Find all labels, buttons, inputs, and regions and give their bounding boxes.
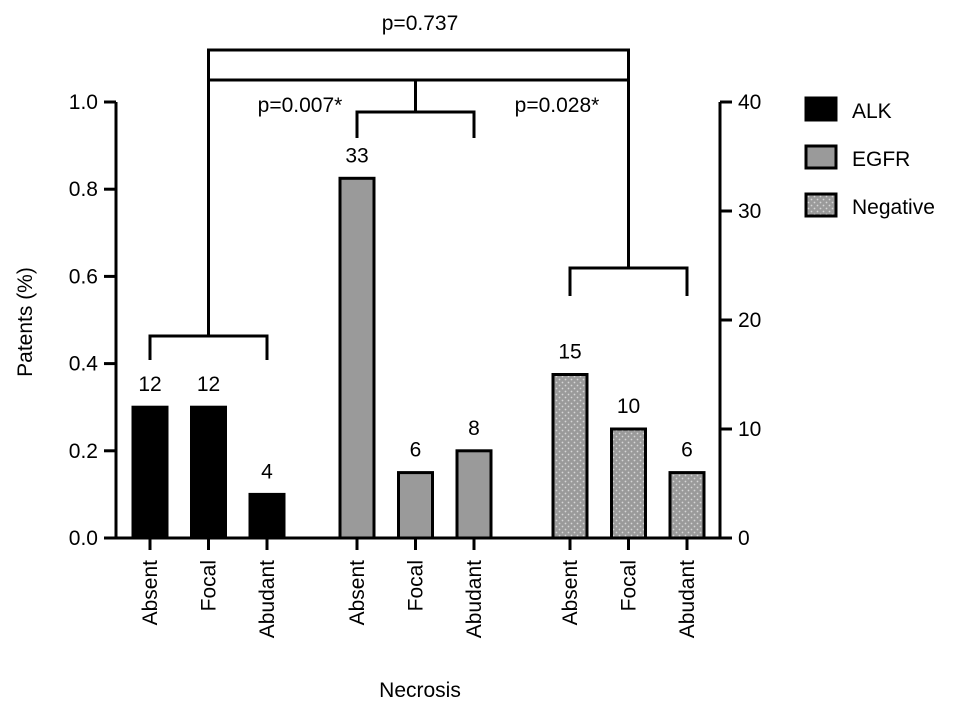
y-axis-title: Patents (%) — [14, 267, 37, 377]
x-tick-label: Absent — [559, 560, 582, 626]
y-tick-label: 1.0 — [69, 91, 98, 114]
bracket-overall — [207, 48, 630, 336]
data-label: 8 — [468, 417, 480, 440]
bar — [338, 176, 376, 540]
p-value-overall: p=0.737 — [382, 12, 459, 35]
bar — [190, 405, 227, 540]
bar — [248, 492, 286, 540]
data-label: 6 — [681, 439, 693, 462]
data-label: 15 — [558, 341, 581, 364]
y2-tick-label: 40 — [738, 91, 761, 114]
bar — [610, 427, 647, 540]
y2-tick-label: 20 — [738, 309, 761, 332]
bracket-negative — [568, 266, 689, 296]
x-tick-label: Abudant — [676, 560, 699, 638]
data-label: 12 — [197, 373, 220, 396]
x-tick-label: Abudant — [463, 560, 486, 638]
legend-swatch — [804, 96, 838, 122]
bar — [455, 449, 493, 540]
bar — [397, 471, 434, 540]
legend-swatch — [804, 192, 838, 218]
bar — [131, 405, 169, 540]
legend-label: EGFR — [852, 148, 910, 171]
y2-tick-label: 10 — [738, 418, 761, 441]
y-tick-label: 0.2 — [69, 440, 98, 463]
data-label: 12 — [138, 373, 161, 396]
p-value-egfr-negative: p=0.028* — [515, 94, 600, 117]
x-axis-title: Necrosis — [379, 679, 461, 702]
y2-tick-label: 30 — [738, 200, 761, 223]
data-label: 4 — [261, 460, 273, 483]
x-tick-label: Absent — [346, 560, 369, 626]
data-label: 6 — [410, 439, 422, 462]
data-label: 10 — [617, 395, 640, 418]
y-tick-label: 0.0 — [69, 527, 98, 550]
y-tick-label: 0.8 — [69, 178, 98, 201]
significance-brackets — [148, 48, 689, 360]
legend-swatch — [804, 144, 838, 170]
y-tick-label: 0.4 — [69, 353, 99, 376]
x-tick-label: Focal — [198, 560, 221, 611]
data-label: 33 — [345, 144, 368, 167]
legend: ALK EGFR Negative — [804, 96, 935, 219]
bars: 12 Absent 12 Focal 4 Abudant 33 Absent 6 Focal 8 Ab… — [131, 144, 706, 638]
x-tick-label: Focal — [405, 560, 428, 611]
x-tick-label: Absent — [139, 560, 162, 626]
x-tick-label: Focal — [618, 560, 641, 611]
x-tick-label: Abudant — [256, 560, 279, 638]
legend-label: ALK — [852, 100, 892, 123]
legend-label: Negative — [852, 196, 935, 219]
bracket-egfr — [355, 110, 476, 138]
bracket-alk — [148, 334, 269, 360]
p-value-alk-egfr: p=0.007* — [258, 94, 343, 117]
y2-tick-label: 0 — [738, 527, 750, 550]
bar — [551, 373, 589, 540]
y-tick-label: 0.6 — [69, 265, 98, 288]
bar — [668, 471, 706, 540]
